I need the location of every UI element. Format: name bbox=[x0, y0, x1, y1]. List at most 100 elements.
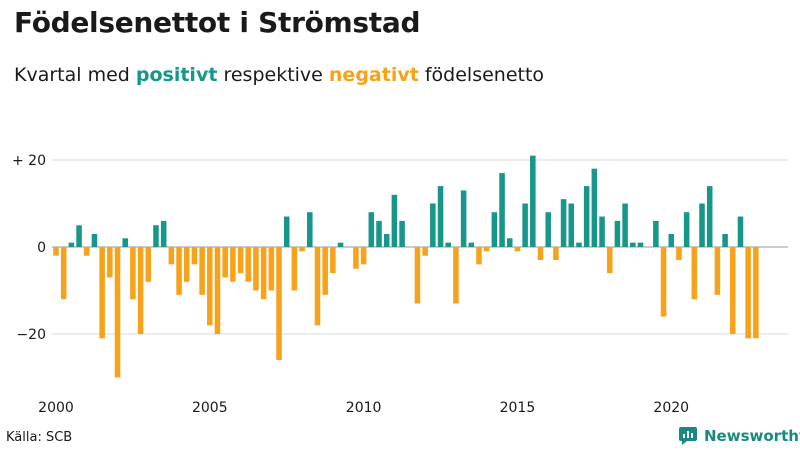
bar bbox=[506, 238, 513, 247]
bar bbox=[537, 247, 544, 261]
bar bbox=[437, 186, 444, 247]
bar bbox=[730, 247, 736, 334]
bar bbox=[237, 247, 244, 274]
bar bbox=[630, 242, 636, 247]
bar bbox=[676, 247, 682, 261]
x-tick-label: 2015 bbox=[500, 400, 536, 416]
subtitle-prefix: Kvartal med bbox=[14, 64, 136, 86]
bar bbox=[122, 238, 128, 247]
bar bbox=[560, 199, 567, 247]
bar bbox=[307, 212, 313, 247]
chart-title: Födelsenettot i Strömstad bbox=[14, 6, 421, 39]
bar bbox=[622, 203, 628, 247]
bar bbox=[130, 247, 136, 300]
bar bbox=[107, 247, 113, 278]
bar bbox=[699, 203, 705, 247]
bar bbox=[545, 212, 551, 247]
bar bbox=[491, 212, 498, 247]
bar bbox=[476, 247, 482, 265]
bar bbox=[376, 220, 382, 247]
bar bbox=[207, 247, 213, 326]
bar bbox=[199, 247, 205, 295]
x-tick-label: 2010 bbox=[346, 400, 382, 416]
bar bbox=[76, 225, 82, 247]
bar bbox=[137, 247, 144, 334]
bar bbox=[245, 247, 252, 282]
y-tick-label: + 20 bbox=[12, 153, 46, 169]
bar bbox=[660, 247, 667, 317]
bar bbox=[530, 155, 536, 247]
bar bbox=[706, 186, 713, 247]
subtitle-middle: respektive bbox=[217, 64, 329, 86]
source-note: Källa: SCB bbox=[6, 430, 73, 445]
bar bbox=[283, 216, 290, 247]
bar bbox=[568, 203, 575, 247]
bar bbox=[383, 233, 390, 247]
bar bbox=[191, 247, 198, 265]
bar bbox=[422, 247, 428, 256]
bar bbox=[230, 247, 236, 282]
bar bbox=[291, 247, 298, 291]
bar bbox=[322, 247, 328, 295]
x-tick-label: 2000 bbox=[38, 400, 74, 416]
subtitle-positive: positivt bbox=[135, 64, 218, 86]
bar bbox=[606, 247, 613, 274]
bar bbox=[468, 242, 475, 247]
bar bbox=[430, 203, 436, 247]
bar bbox=[576, 242, 582, 247]
bar bbox=[83, 247, 90, 256]
bar bbox=[176, 247, 182, 295]
brand-name: Newsworthy bbox=[704, 427, 800, 445]
bar bbox=[753, 247, 759, 339]
bar bbox=[683, 212, 690, 247]
bar bbox=[460, 190, 467, 247]
bar bbox=[153, 225, 159, 247]
bar bbox=[445, 242, 451, 247]
bar bbox=[414, 247, 421, 304]
bar bbox=[145, 247, 152, 282]
bar bbox=[553, 247, 559, 261]
bar bbox=[591, 168, 598, 247]
bar bbox=[314, 247, 321, 326]
y-tick-label: 0 bbox=[37, 240, 46, 256]
bar bbox=[499, 173, 505, 247]
bar bbox=[299, 247, 305, 252]
bar bbox=[260, 247, 267, 300]
bar bbox=[391, 194, 398, 247]
bar bbox=[614, 220, 621, 247]
chart-subtitle: Kvartal med positivt respektive negativt… bbox=[14, 64, 544, 86]
brand-logo: Newsworthy bbox=[678, 426, 800, 446]
bar bbox=[714, 247, 721, 295]
bar bbox=[399, 220, 405, 247]
subtitle-suffix: födelsenetto bbox=[418, 64, 545, 86]
bar bbox=[722, 233, 728, 247]
newsworthy-icon bbox=[679, 427, 697, 445]
x-tick-label: 2020 bbox=[653, 400, 689, 416]
bar bbox=[483, 247, 490, 252]
bar bbox=[337, 242, 344, 247]
y-tick-label: −20 bbox=[16, 327, 46, 343]
bar bbox=[599, 216, 605, 247]
bar bbox=[514, 247, 521, 252]
bar bbox=[114, 247, 121, 378]
bar bbox=[276, 247, 282, 361]
bar bbox=[160, 220, 167, 247]
bar bbox=[737, 216, 744, 247]
subtitle-negative: negativt bbox=[328, 64, 419, 86]
x-tick-label: 2005 bbox=[192, 400, 228, 416]
bar bbox=[522, 203, 528, 247]
bar bbox=[68, 242, 75, 247]
bar bbox=[745, 247, 751, 339]
bar bbox=[99, 247, 105, 339]
bar bbox=[222, 247, 228, 278]
bar bbox=[637, 242, 644, 247]
bar bbox=[583, 186, 590, 247]
bar bbox=[268, 247, 275, 291]
bar bbox=[168, 247, 175, 265]
bar bbox=[53, 247, 59, 256]
bar bbox=[668, 233, 675, 247]
bar bbox=[653, 220, 659, 247]
bar bbox=[253, 247, 259, 291]
bar bbox=[330, 247, 336, 274]
